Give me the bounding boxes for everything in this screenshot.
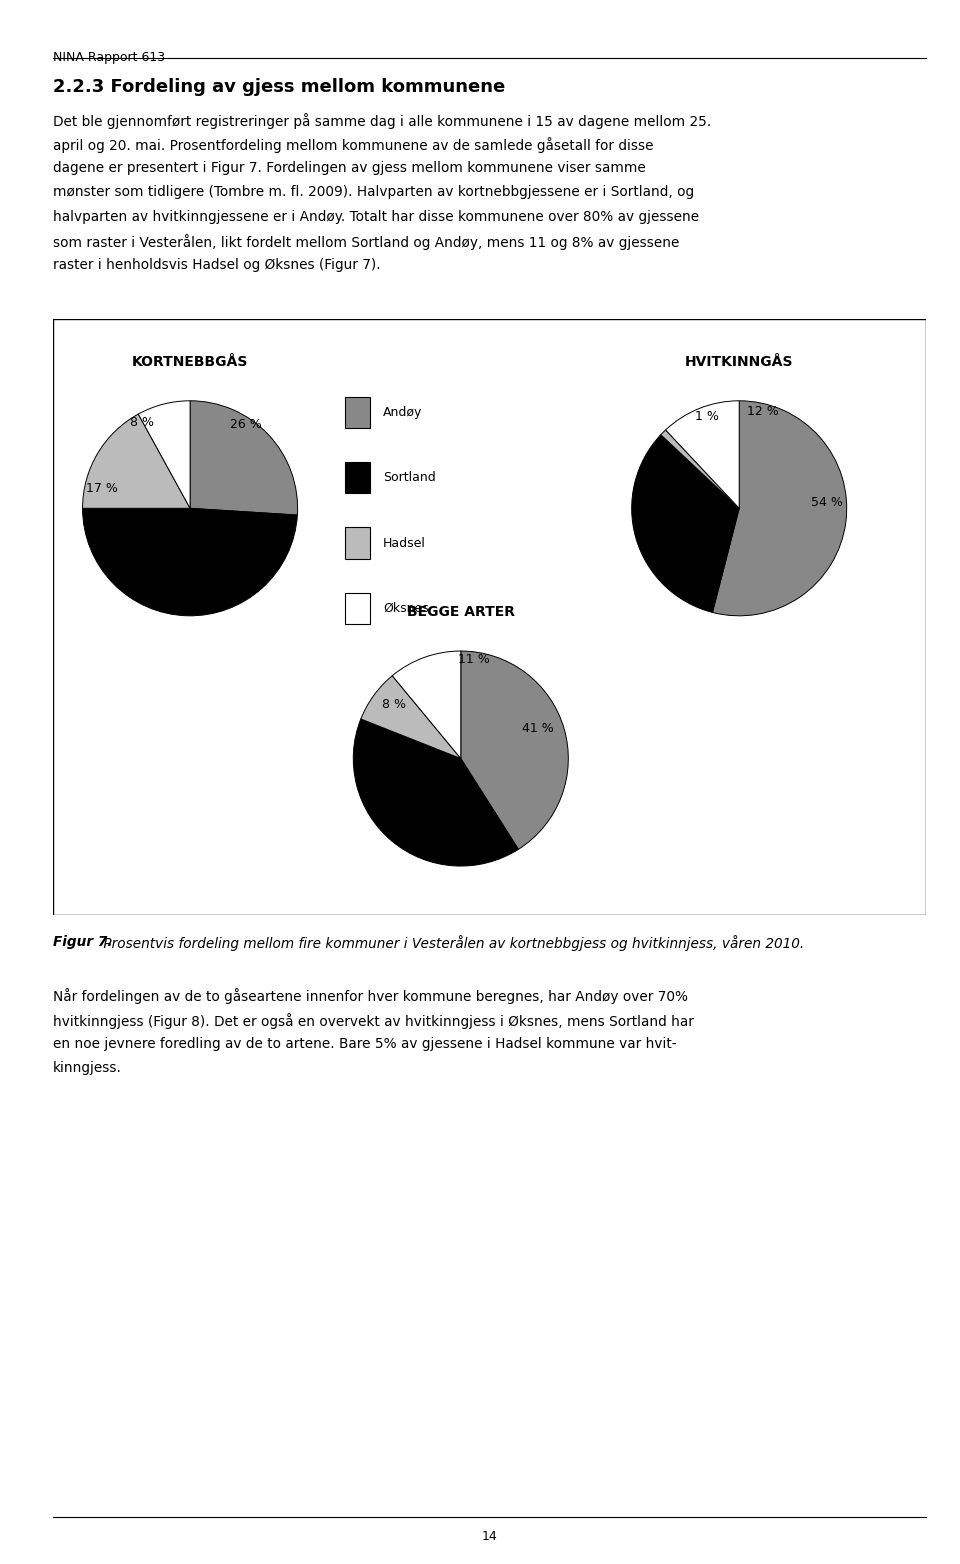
Text: 17 %: 17 % — [86, 482, 118, 496]
Wedge shape — [632, 435, 739, 613]
Bar — [345, 527, 370, 558]
Text: en noe jevnere foredling av de to artene. Bare 5% av gjessene i Hadsel kommune v: en noe jevnere foredling av de to artene… — [53, 1037, 677, 1051]
Text: Prosentvis fordeling mellom fire kommuner i Vesterålen av kortnebbgjess og hvitk: Prosentvis fordeling mellom fire kommune… — [99, 935, 804, 951]
Text: 41 %: 41 % — [522, 723, 554, 735]
Text: 12 %: 12 % — [747, 405, 779, 418]
Wedge shape — [665, 400, 739, 508]
Title: KORTNEBBGÅS: KORTNEBBGÅS — [132, 355, 249, 369]
Text: april og 20. mai. Prosentfordeling mellom kommunene av de samlede gåsetall for d: april og 20. mai. Prosentfordeling mello… — [53, 136, 654, 153]
Text: Figur 7.: Figur 7. — [53, 935, 112, 949]
Text: 11 %: 11 % — [458, 654, 490, 666]
Text: 49 %: 49 % — [169, 579, 201, 593]
Text: som raster i Vesterålen, likt fordelt mellom Sortland og Andøy, mens 11 og 8% av: som raster i Vesterålen, likt fordelt me… — [53, 233, 679, 250]
Text: Øksnes: Øksnes — [383, 602, 429, 615]
Text: Hadsel: Hadsel — [383, 536, 426, 549]
Bar — [345, 397, 370, 429]
Title: BEGGE ARTER: BEGGE ARTER — [407, 605, 515, 619]
Text: halvparten av hvitkinngjessene er i Andøy. Totalt har disse kommunene over 80% a: halvparten av hvitkinngjessene er i Andø… — [53, 210, 699, 224]
Wedge shape — [361, 676, 461, 759]
Text: 26 %: 26 % — [230, 418, 262, 432]
Wedge shape — [190, 400, 298, 515]
Text: kinngjess.: kinngjess. — [53, 1060, 122, 1074]
Title: HVITKINNGÅS: HVITKINNGÅS — [684, 355, 794, 369]
Wedge shape — [660, 430, 739, 508]
Text: 8 %: 8 % — [382, 698, 406, 712]
Text: dagene er presentert i Figur 7. Fordelingen av gjess mellom kommunene viser samm: dagene er presentert i Figur 7. Fordelin… — [53, 161, 645, 175]
Wedge shape — [393, 651, 461, 759]
Wedge shape — [83, 508, 298, 616]
Text: NINA Rapport 613: NINA Rapport 613 — [53, 50, 165, 64]
Text: Det ble gjennomført registreringer på samme dag i alle kommunene i 15 av dagene : Det ble gjennomført registreringer på sa… — [53, 113, 711, 128]
Text: 33 %: 33 % — [650, 536, 682, 549]
Wedge shape — [353, 719, 518, 866]
Bar — [345, 461, 370, 494]
Text: 8 %: 8 % — [130, 416, 154, 429]
Text: 1 %: 1 % — [695, 410, 719, 424]
Wedge shape — [138, 400, 190, 508]
Text: raster i henholdsvis Hadsel og Øksnes (Figur 7).: raster i henholdsvis Hadsel og Øksnes (F… — [53, 258, 380, 272]
Text: 2.2.3 Fordeling av gjess mellom kommunene: 2.2.3 Fordeling av gjess mellom kommunen… — [53, 78, 505, 97]
Wedge shape — [712, 400, 847, 616]
Text: 14: 14 — [482, 1530, 497, 1542]
Text: mønster som tidligere (Tombre m. fl. 2009). Halvparten av kortnebbgjessene er i : mønster som tidligere (Tombre m. fl. 200… — [53, 185, 694, 199]
Wedge shape — [461, 651, 568, 849]
Text: Andøy: Andøy — [383, 405, 422, 419]
Text: hvitkinngjess (Figur 8). Det er også en overvekt av hvitkinngjess i Øksnes, mens: hvitkinngjess (Figur 8). Det er også en … — [53, 1013, 694, 1029]
Text: 54 %: 54 % — [811, 496, 843, 510]
Text: Sortland: Sortland — [383, 471, 436, 485]
Bar — [345, 593, 370, 624]
Wedge shape — [83, 414, 190, 508]
Text: Når fordelingen av de to gåseartene innenfor hver kommune beregnes, har Andøy ov: Når fordelingen av de to gåseartene inne… — [53, 988, 687, 1004]
Text: 40 %: 40 % — [440, 843, 471, 857]
